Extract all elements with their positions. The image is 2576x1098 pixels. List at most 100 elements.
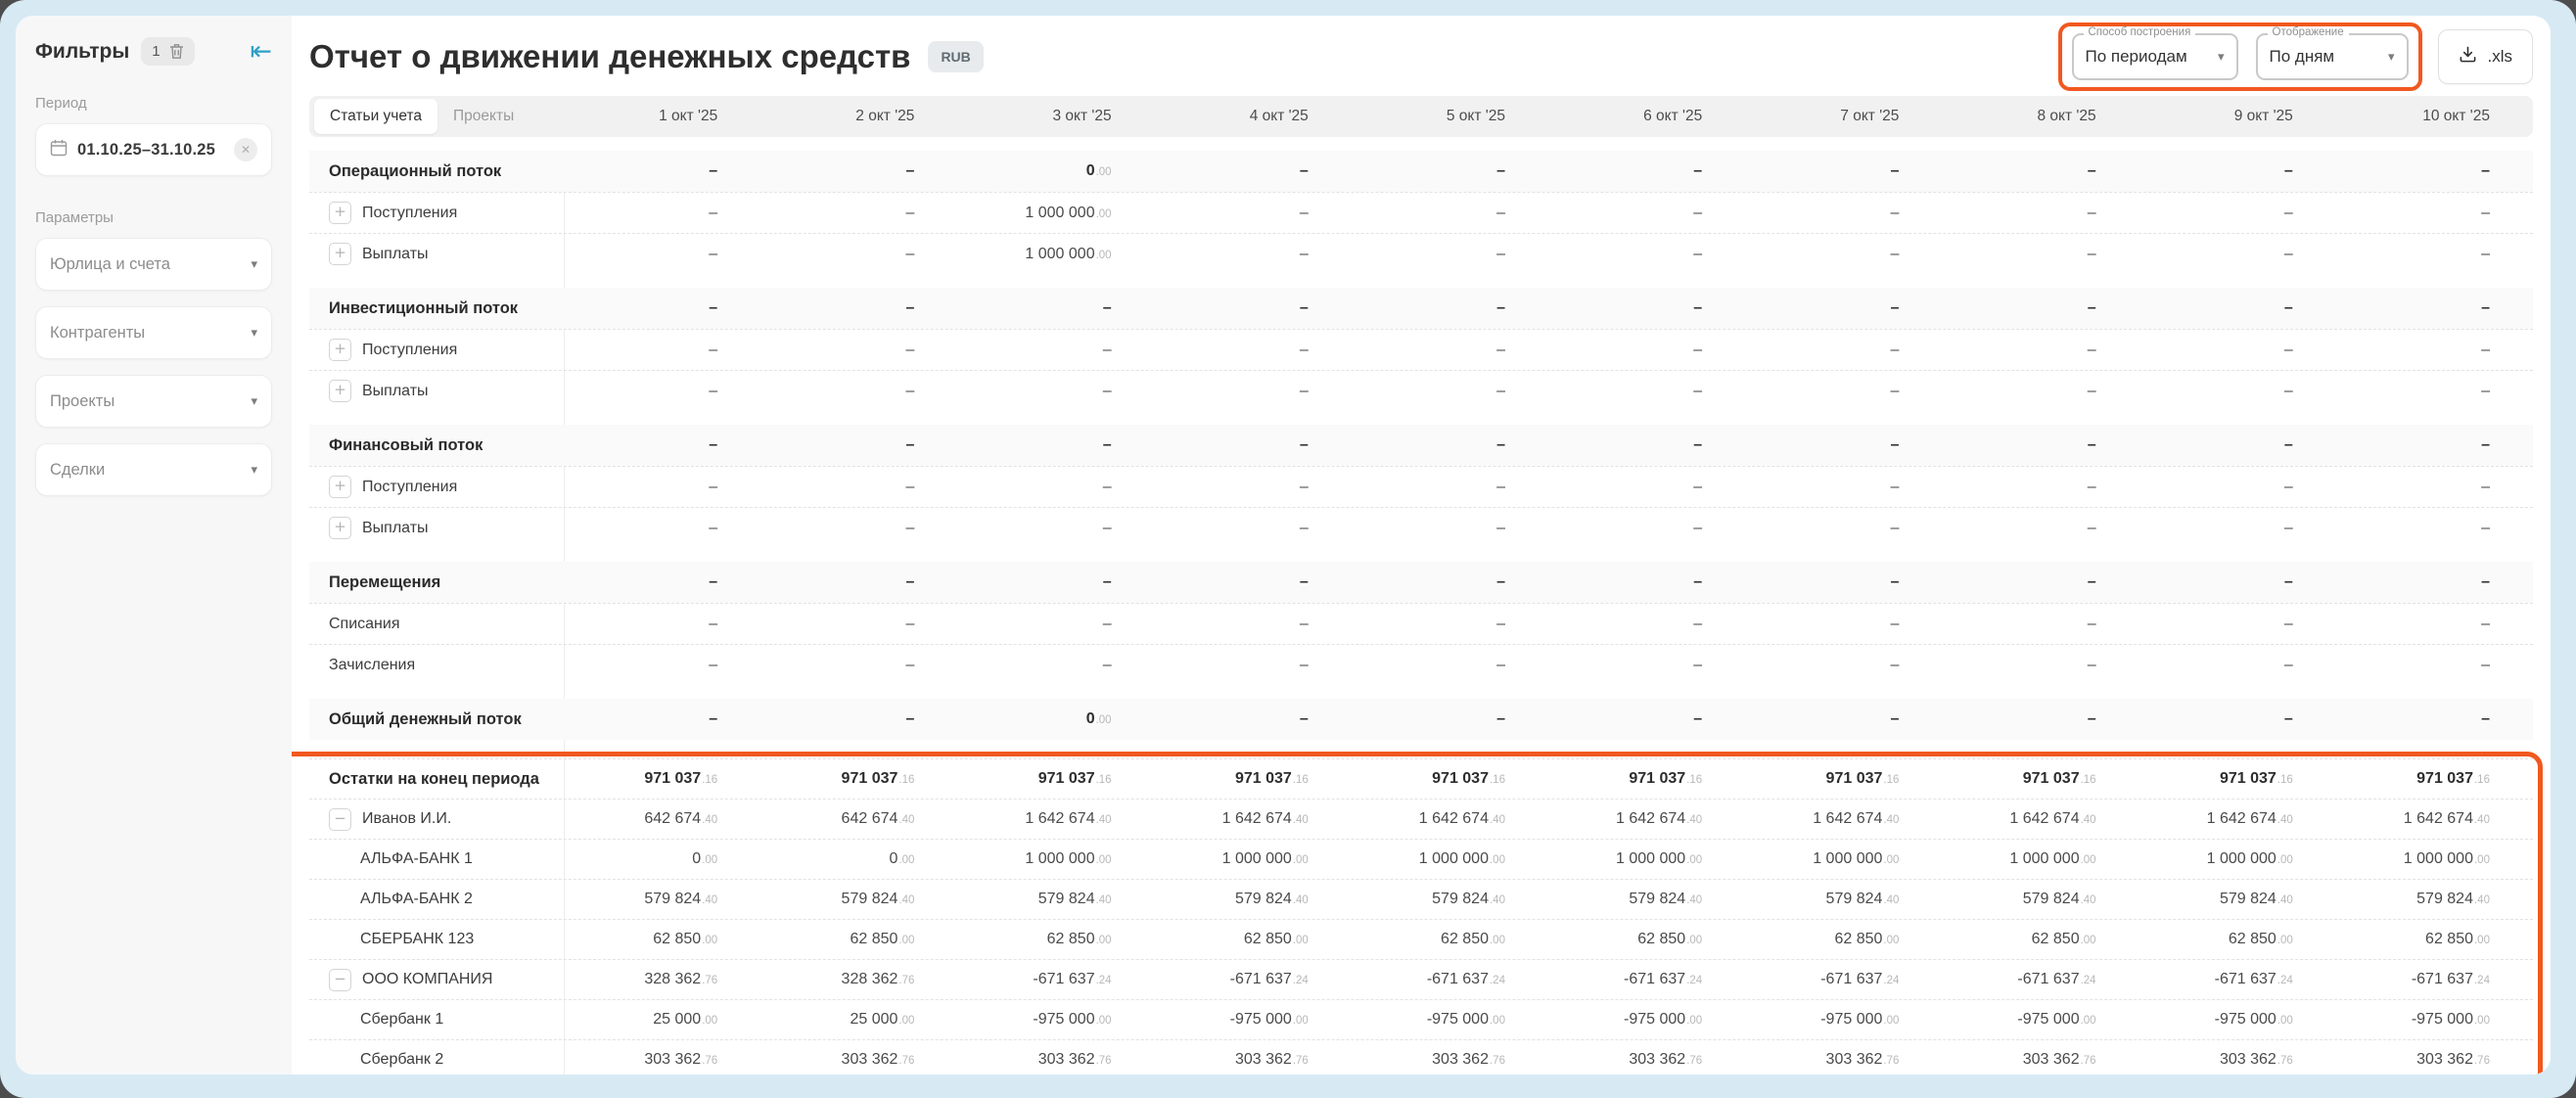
- value-cell: –: [2481, 204, 2490, 221]
- dropdown-counterparties[interactable]: Контрагенты ▾: [35, 306, 272, 359]
- row-label-cell: Остатки на конец периода: [309, 770, 564, 789]
- value-cell: –: [709, 204, 718, 221]
- expand-row-icon[interactable]: +: [329, 380, 351, 402]
- value-cell: –: [905, 382, 915, 399]
- tab-accounting-items[interactable]: Статьи учета: [314, 99, 438, 134]
- value-cell: –: [1102, 519, 1112, 536]
- row-label: Перемещения: [329, 572, 441, 591]
- value-cell: 642 674.40: [841, 810, 915, 827]
- value-cell: –: [1890, 245, 1900, 262]
- value-cell: –: [2283, 382, 2293, 399]
- expand-row-icon[interactable]: +: [329, 202, 351, 224]
- value-cell: 1 642 674.40: [2206, 810, 2293, 827]
- value-cell: –: [1890, 162, 1900, 179]
- collapse-row-icon[interactable]: −: [329, 807, 351, 831]
- value-cell: 1 000 000.00: [1025, 204, 1112, 221]
- table-row: + Выплаты – – – – – – – – – –: [309, 507, 2533, 548]
- currency-badge: RUB: [928, 41, 984, 72]
- date-column-header: 2 окт '25: [855, 108, 915, 124]
- value-cell: 303 362.76: [1825, 1051, 1900, 1068]
- row-label: Поступления: [362, 478, 458, 495]
- expand-row-icon[interactable]: +: [329, 339, 351, 361]
- value-cell: –: [2087, 162, 2096, 179]
- date-header-row: 1 окт '25 2 окт '25 3 окт '25 4 окт '25 5 ок…: [564, 96, 2533, 137]
- value-cell: –: [1890, 478, 1900, 495]
- row-values: 25 000.00 25 000.00 -975 000.00 -975 000.00…: [564, 1011, 2533, 1029]
- value-cell: –: [1299, 519, 1309, 536]
- table-row: Списания – – – – – – – – – –: [309, 603, 2533, 644]
- value-cell: –: [1299, 436, 1309, 453]
- collapse-row-icon[interactable]: −: [329, 968, 351, 991]
- build-mode-value: По периодам: [2085, 47, 2187, 66]
- value-cell: –: [2087, 615, 2096, 632]
- row-values: 579 824.40 579 824.40 579 824.40 579 824.40…: [564, 891, 2533, 908]
- value-cell: 303 362.76: [2219, 1051, 2293, 1068]
- expand-row-icon[interactable]: +: [329, 243, 351, 265]
- value-cell: –: [1890, 573, 1900, 590]
- app-surface: Фильтры 1 ⇤ Период: [16, 16, 2551, 1075]
- table-row: Сбербанк 2 303 362.76 303 362.76 303 362.76…: [309, 1039, 2533, 1075]
- value-cell: –: [905, 436, 915, 453]
- value-cell: 1 642 674.40: [2403, 810, 2490, 827]
- value-cell: 971 037.16: [2219, 770, 2293, 787]
- value-cell: –: [1496, 436, 1505, 453]
- value-cell: 971 037.16: [841, 770, 915, 787]
- value-cell: –: [905, 204, 915, 221]
- value-cell: –: [1693, 204, 1703, 221]
- display-mode-select[interactable]: Отображение По дням ▾: [2255, 26, 2409, 80]
- value-cell: 1 000 000.00: [1025, 850, 1112, 867]
- row-values: – – 0.00 – – – – – – –: [564, 710, 2533, 728]
- value-cell: -975 000.00: [1426, 1011, 1505, 1028]
- table-row: АЛЬФА-БАНК 1 0.00 0.00 1 000 000.00 1 000 00…: [309, 839, 2533, 879]
- value-cell: –: [1496, 341, 1505, 358]
- row-values: – – – – – – – – – –: [564, 616, 2533, 633]
- value-cell: –: [1693, 615, 1703, 632]
- build-mode-label: Способ построения: [2083, 26, 2196, 38]
- value-cell: –: [709, 436, 718, 453]
- row-label-cell: Финансовый поток: [309, 436, 564, 455]
- expand-row-icon[interactable]: +: [329, 476, 351, 498]
- value-cell: –: [1496, 573, 1505, 590]
- value-cell: -671 637.24: [2017, 971, 2096, 987]
- expand-row-icon[interactable]: +: [329, 517, 351, 539]
- value-cell: 303 362.76: [841, 1051, 915, 1068]
- value-cell: –: [1299, 615, 1309, 632]
- trash-icon[interactable]: [169, 43, 184, 60]
- table-header-strip: Статьи учета Проекты 1 окт '25 2 окт '25 3…: [309, 96, 2533, 137]
- value-cell: 1 642 674.40: [2009, 810, 2096, 827]
- value-cell: –: [2087, 573, 2096, 590]
- collapse-sidebar-icon[interactable]: ⇤: [250, 36, 272, 67]
- row-label-cell: Сбербанк 1: [309, 1011, 564, 1029]
- value-cell: –: [2087, 382, 2096, 399]
- value-cell: 303 362.76: [644, 1051, 718, 1068]
- table-section: Инвестиционный поток – – – – – – – – – – + Поступлен…: [309, 288, 2533, 411]
- dropdown-projects[interactable]: Проекты ▾: [35, 375, 272, 428]
- value-cell: –: [2087, 436, 2096, 453]
- value-cell: 303 362.76: [1037, 1051, 1112, 1068]
- value-cell: –: [2283, 204, 2293, 221]
- dropdown-legal-entities[interactable]: Юрлица и счета ▾: [35, 238, 272, 291]
- value-cell: –: [1890, 615, 1900, 632]
- value-cell: 971 037.16: [1629, 770, 1703, 787]
- dropdown-label: Контрагенты: [50, 323, 146, 342]
- value-cell: 971 037.16: [644, 770, 718, 787]
- build-mode-select[interactable]: Способ построения По периодам ▾: [2071, 26, 2238, 80]
- value-cell: –: [1299, 656, 1309, 673]
- filters-sidebar: Фильтры 1 ⇤ Период: [16, 16, 292, 1075]
- filters-count-badge[interactable]: 1: [141, 37, 195, 66]
- export-xls-button[interactable]: .xls: [2437, 29, 2533, 84]
- tab-projects[interactable]: Проекты: [453, 108, 515, 124]
- value-cell: 1 000 000.00: [2403, 850, 2490, 867]
- row-label-cell: Перемещения: [309, 573, 564, 592]
- clear-period-icon[interactable]: ✕: [234, 138, 257, 161]
- value-cell: –: [2283, 436, 2293, 453]
- value-cell: –: [709, 245, 718, 262]
- row-label: Операционный поток: [329, 161, 502, 180]
- row-label-cell: Списания: [309, 616, 564, 633]
- export-label: .xls: [2487, 47, 2513, 66]
- table-section: Общий денежный поток – – 0.00 – – – – – – –: [309, 699, 2533, 740]
- period-date-field[interactable]: 01.10.25–31.10.25 ✕: [35, 123, 272, 176]
- table-section: Перемещения – – – – – – – – – – Списания – – – – – – – – – – З…: [309, 562, 2533, 685]
- table-section: Финансовый поток – – – – – – – – – – + Поступления – –…: [309, 425, 2533, 548]
- dropdown-deals[interactable]: Сделки ▾: [35, 443, 272, 496]
